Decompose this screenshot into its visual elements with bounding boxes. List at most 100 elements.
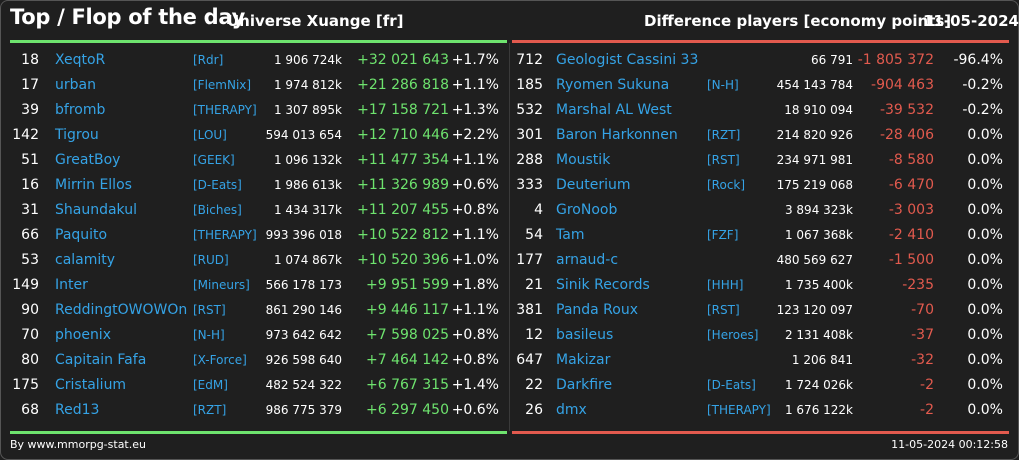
player-name-link[interactable]: XeqtoR (55, 52, 106, 68)
percent-change: +0.8% (451, 352, 499, 368)
player-name-link[interactable]: Ryomen Sukuna (556, 77, 670, 93)
player-name-link[interactable]: bfromb (55, 102, 106, 118)
points-difference: +9 446 117 (366, 302, 449, 318)
player-name-link[interactable]: Mirrin Ellos (55, 177, 132, 193)
points-difference: +11 326 989 (357, 177, 449, 193)
points-difference: -235 (902, 277, 934, 293)
player-points: 234 971 981 (776, 153, 853, 167)
player-name-link[interactable]: ReddingtOWOWOn (55, 302, 188, 318)
player-name-link[interactable]: basileus (556, 327, 614, 343)
alliance-tag-link[interactable]: [RST] (707, 153, 740, 167)
player-rank: 177 (516, 252, 543, 268)
player-rank: 66 (21, 227, 39, 243)
alliance-tag-link[interactable]: [THERAPY] (707, 403, 771, 417)
flop-row: 288 Moustik [RST] 234 971 981 -8 580 0.0% (511, 148, 1018, 173)
alliance-tag-link[interactable]: [RST] (707, 303, 740, 317)
top-row: 51 GreatBoy [GEEK] 1 096 132k +11 477 354 +1.… (0, 148, 509, 173)
player-rank: 80 (21, 352, 39, 368)
alliance-tag-link[interactable]: [RUD] (193, 253, 229, 267)
alliance-tag-link[interactable]: [HHH] (707, 278, 744, 292)
player-name-link[interactable]: Capitain Fafa (55, 352, 147, 368)
points-difference: -37 (911, 327, 934, 343)
top-row: 149 Inter [Mineurs] 566 178 173 +9 951 599 +1… (0, 273, 509, 298)
points-difference: -2 (920, 377, 934, 393)
percent-change: 0.0% (967, 327, 1003, 343)
player-rank: 39 (21, 102, 39, 118)
alliance-tag-link[interactable]: [X-Force] (193, 353, 247, 367)
player-name-link[interactable]: phoenix (55, 327, 111, 343)
player-name-link[interactable]: Cristalium (55, 377, 127, 393)
player-name-link[interactable]: Inter (55, 277, 88, 293)
player-rank: 26 (525, 402, 543, 418)
flop-row: 4 GroNoob 3 894 323k -3 003 0.0% (511, 198, 1018, 223)
player-points: 18 910 094 (784, 103, 853, 117)
player-points: 973 642 642 (265, 328, 342, 342)
alliance-tag-link[interactable]: [D-Eats] (193, 178, 242, 192)
player-name-link[interactable]: dmx (556, 402, 587, 418)
player-points: 175 219 068 (776, 178, 853, 192)
alliance-tag-link[interactable]: [GEEK] (193, 153, 235, 167)
points-difference: +9 951 599 (366, 277, 449, 293)
percent-change: +0.6% (451, 402, 499, 418)
flop-bottom-bar (512, 431, 1009, 434)
column-separator (509, 43, 510, 431)
player-points: 1 974 812k (273, 78, 342, 92)
alliance-tag-link[interactable]: [Rdr] (193, 53, 224, 67)
player-name-link[interactable]: Shaundakul (55, 202, 137, 218)
alliance-tag-link[interactable]: [D-Eats] (707, 378, 756, 392)
player-name-link[interactable]: GreatBoy (55, 152, 121, 168)
percent-change: -0.2% (962, 102, 1003, 118)
player-rank: 17 (21, 77, 39, 93)
player-name-link[interactable]: arnaud-c (556, 252, 619, 268)
player-name-link[interactable]: Moustik (556, 152, 611, 168)
alliance-tag-link[interactable]: [N-H] (193, 328, 225, 342)
player-points: 986 775 379 (265, 403, 342, 417)
points-difference: -1 805 372 (857, 52, 934, 68)
player-name-link[interactable]: Makizar (556, 352, 611, 368)
percent-change: +1.3% (451, 102, 499, 118)
top-row: 17 urban [FlemNix] 1 974 812k +21 286 818 +1.… (0, 73, 509, 98)
player-name-link[interactable]: Baron Harkonnen (556, 127, 678, 143)
alliance-tag-link[interactable]: [N-H] (707, 78, 739, 92)
player-name-link[interactable]: Marshal AL West (556, 102, 672, 118)
player-points: 1 986 613k (273, 178, 342, 192)
alliance-tag-link[interactable]: [Heroes] (707, 328, 759, 342)
alliance-tag-link[interactable]: [THERAPY] (193, 103, 257, 117)
player-rank: 185 (516, 77, 543, 93)
player-name-link[interactable]: calamity (55, 252, 116, 268)
percent-change: -0.2% (962, 77, 1003, 93)
alliance-tag-link[interactable]: [LOU] (193, 128, 227, 142)
player-name-link[interactable]: Darkfire (556, 377, 613, 393)
alliance-tag-link[interactable]: [Biches] (193, 203, 242, 217)
points-difference: +12 710 446 (357, 127, 449, 143)
player-name-link[interactable]: Sinik Records (556, 277, 650, 293)
player-name-link[interactable]: Deuterium (556, 177, 631, 193)
alliance-tag-link[interactable]: [Mineurs] (193, 278, 250, 292)
points-difference: -904 463 (871, 77, 934, 93)
alliance-tag-link[interactable]: [RZT] (707, 128, 741, 142)
player-name-link[interactable]: GroNoob (556, 202, 618, 218)
points-difference: -2 410 (888, 227, 934, 243)
player-name-link[interactable]: Tam (556, 227, 585, 243)
player-name-link[interactable]: Panda Roux (556, 302, 639, 318)
alliance-tag-link[interactable]: [FZF] (707, 228, 739, 242)
points-difference: +6 297 450 (366, 402, 449, 418)
flop-row: 177 arnaud-c 480 569 627 -1 500 0.0% (511, 248, 1018, 273)
player-name-link[interactable]: urban (55, 77, 96, 93)
player-name-link[interactable]: Geologist Cassini 33 (556, 52, 699, 68)
alliance-tag-link[interactable]: [Rock] (707, 178, 746, 192)
alliance-tag-link[interactable]: [FlemNix] (193, 78, 252, 92)
player-name-link[interactable]: Red13 (55, 402, 100, 418)
alliance-tag-link[interactable]: [EdM] (193, 378, 228, 392)
player-points: 926 598 640 (265, 353, 342, 367)
alliance-tag-link[interactable]: [RST] (193, 303, 226, 317)
site-credit[interactable]: By www.mmorpg-stat.eu (10, 438, 146, 451)
percent-change: 0.0% (967, 152, 1003, 168)
percent-change: +0.8% (451, 202, 499, 218)
alliance-tag-link[interactable]: [RZT] (193, 403, 227, 417)
top-list: 18 XeqtoR [Rdr] 1 906 724k +32 021 643 +1.7% 1… (0, 48, 509, 423)
alliance-tag-link[interactable]: [THERAPY] (193, 228, 257, 242)
player-name-link[interactable]: Paquito (55, 227, 108, 243)
player-name-link[interactable]: Tigrou (55, 127, 99, 143)
footer-timestamp: 11-05-2024 00:12:58 (891, 438, 1008, 451)
